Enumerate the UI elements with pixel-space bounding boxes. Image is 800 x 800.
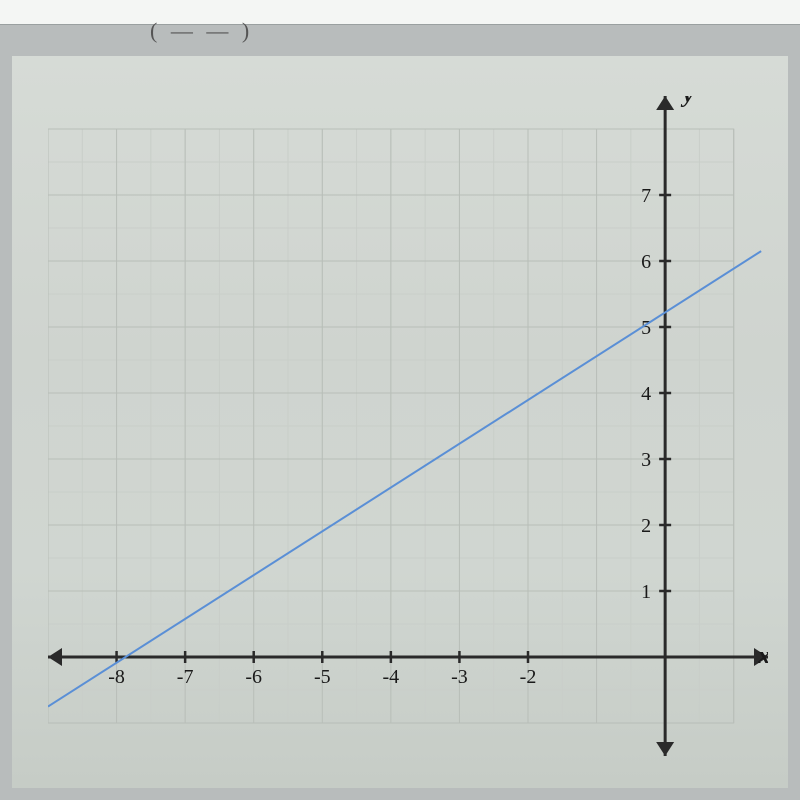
question-panel: -8 -7 -6 -5 -4 -3 -2 1 2 3 4 5 6 7 x y: [12, 56, 788, 788]
svg-text:-6: -6: [245, 666, 262, 688]
svg-text:-4: -4: [383, 666, 400, 688]
svg-text:1: 1: [641, 581, 651, 603]
svg-text:-2: -2: [520, 666, 537, 688]
browser-top-strip: [0, 0, 800, 25]
page-root: ( — — ) -8 -7 -6 -5 -4 -3 -2 1 2 3 4 5 6 7 x y: [0, 0, 800, 800]
top-decoration-text: ( — — ): [150, 18, 253, 44]
svg-text:-5: -5: [314, 666, 331, 688]
svg-text:5: 5: [641, 317, 651, 339]
svg-text:3: 3: [641, 449, 651, 471]
svg-text:6: 6: [641, 251, 651, 273]
svg-text:-8: -8: [108, 666, 125, 688]
line-chart: -8 -7 -6 -5 -4 -3 -2 1 2 3 4 5 6 7 x y: [48, 96, 768, 756]
svg-text:4: 4: [641, 383, 651, 405]
svg-text:7: 7: [641, 185, 651, 207]
svg-text:-3: -3: [451, 666, 468, 688]
svg-text:x: x: [757, 643, 768, 669]
svg-text:y: y: [680, 96, 694, 108]
svg-text:-7: -7: [177, 666, 194, 688]
svg-text:2: 2: [641, 515, 651, 537]
